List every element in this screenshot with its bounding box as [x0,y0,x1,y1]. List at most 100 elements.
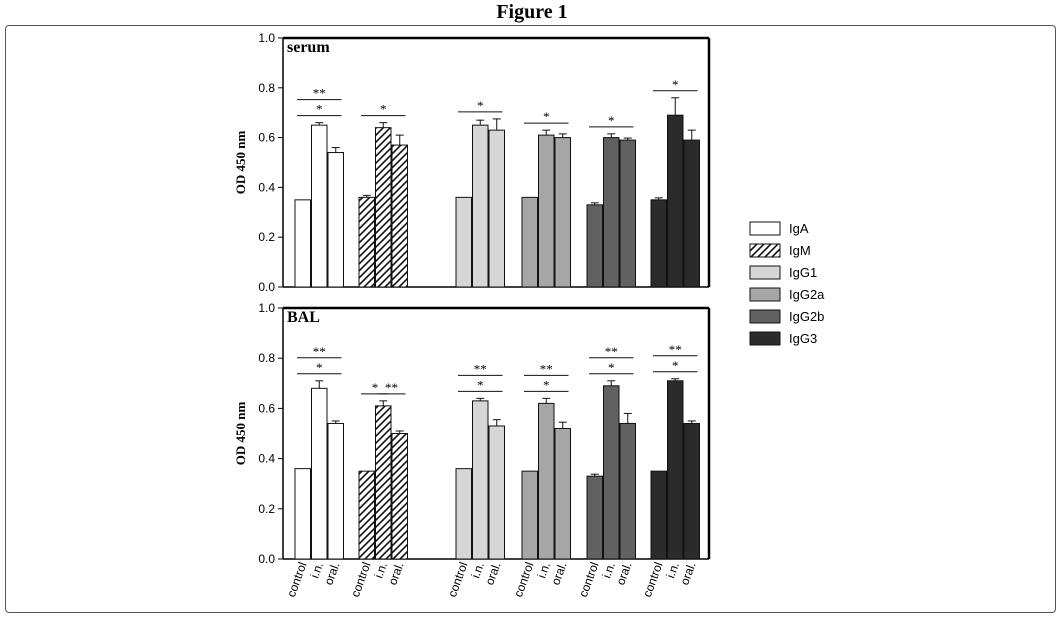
bar [521,470,538,560]
significance-mark: * [316,360,323,375]
y-tick-label: 0.8 [258,81,275,95]
figure-title: Figure 1 [496,1,568,23]
bar [358,470,375,560]
y-tick-label: 0.6 [258,401,275,415]
bar [554,427,571,560]
bar [619,139,636,288]
bar [538,134,555,288]
legend-swatch [749,309,781,324]
y-axis-label: OD 450 nm [233,131,248,195]
bar [667,380,684,560]
x-tick-label: control [348,560,373,599]
y-tick-label: 0.0 [258,552,275,566]
x-tick-label: i.n. [468,560,487,580]
significance-mark: * [608,113,615,128]
significance-mark: ** [313,86,326,101]
x-tick-label: oral. [677,560,698,587]
significance-mark: ** [540,361,553,376]
x-tick-label: control [576,560,601,599]
significance-mark: * [608,360,615,375]
bar [311,387,328,560]
figure-frame [5,25,1056,613]
significance-mark: * [672,77,679,92]
legend-label: IgG3 [789,331,817,346]
x-tick-label: control [284,560,309,599]
y-tick-label: 0.4 [258,452,275,466]
legend-label: IgG1 [789,265,817,280]
y-tick-label: 1.0 [258,31,275,45]
legend-swatch [749,331,781,346]
bar [683,422,700,560]
bar [472,400,489,560]
legend-label: IgA [789,221,809,236]
x-tick-label: oral. [321,560,342,587]
x-tick-label: oral. [613,560,634,587]
x-tick-label: i.n. [663,560,682,580]
legend-swatch [749,243,781,258]
x-tick-label: i.n. [534,560,553,580]
significance-mark: * [380,102,387,117]
bar [455,468,472,560]
panel-label: serum [287,39,330,56]
bar [391,433,408,560]
bar [586,204,603,288]
y-tick-label: 0.4 [258,180,275,194]
significance-mark: * [316,102,323,117]
significance-mark: ** [313,344,326,359]
bar [391,144,408,288]
legend-swatch [749,221,781,236]
y-tick-label: 0.2 [258,502,275,516]
x-tick-label: control [640,560,665,599]
y-tick-label: 0.2 [258,230,275,244]
bar [472,124,489,288]
bar [294,468,311,560]
bar [603,137,620,288]
bar [358,196,375,288]
y-tick-label: 1.0 [258,301,275,315]
bar [455,196,472,288]
bar [327,152,344,288]
x-tick-label: oral. [385,560,406,587]
significance-mark: ** [474,361,487,376]
bar [311,124,328,288]
bar [375,405,392,560]
x-tick-label: i.n. [307,560,326,580]
panel-label: BAL [287,309,320,326]
x-tick-label: oral. [548,560,569,587]
x-tick-label: control [511,560,536,599]
x-tick-label: i.n. [371,560,390,580]
bar [683,139,700,288]
bar [603,385,620,560]
bar [619,422,636,560]
y-tick-label: 0.6 [258,131,275,145]
significance-mark: * [477,377,484,392]
bar [554,137,571,288]
bar [294,199,311,288]
significance-mark: * [672,358,679,373]
bar [650,470,667,560]
y-tick-label: 0.0 [258,280,275,294]
legend-label: IgM [789,243,811,258]
legend-label: IgG2b [789,309,824,324]
y-axis-label: OD 450 nm [233,402,248,466]
significance-mark: ** [385,380,398,395]
x-tick-label: control [445,560,470,599]
legend-swatch [749,265,781,280]
significance-mark: * [372,380,379,395]
bar [650,199,667,288]
significance-mark: ** [605,344,618,359]
significance-mark: * [543,377,550,392]
legend-swatch [749,287,781,302]
significance-mark: ** [669,342,682,357]
bar [488,425,505,560]
y-tick-label: 0.8 [258,351,275,365]
x-tick-label: i.n. [599,560,618,580]
x-tick-label: oral. [482,560,503,587]
bar [488,129,505,288]
bar [538,402,555,560]
significance-mark: * [543,109,550,124]
bar [586,475,603,560]
bar [521,196,538,288]
legend-label: IgG2a [789,287,825,302]
